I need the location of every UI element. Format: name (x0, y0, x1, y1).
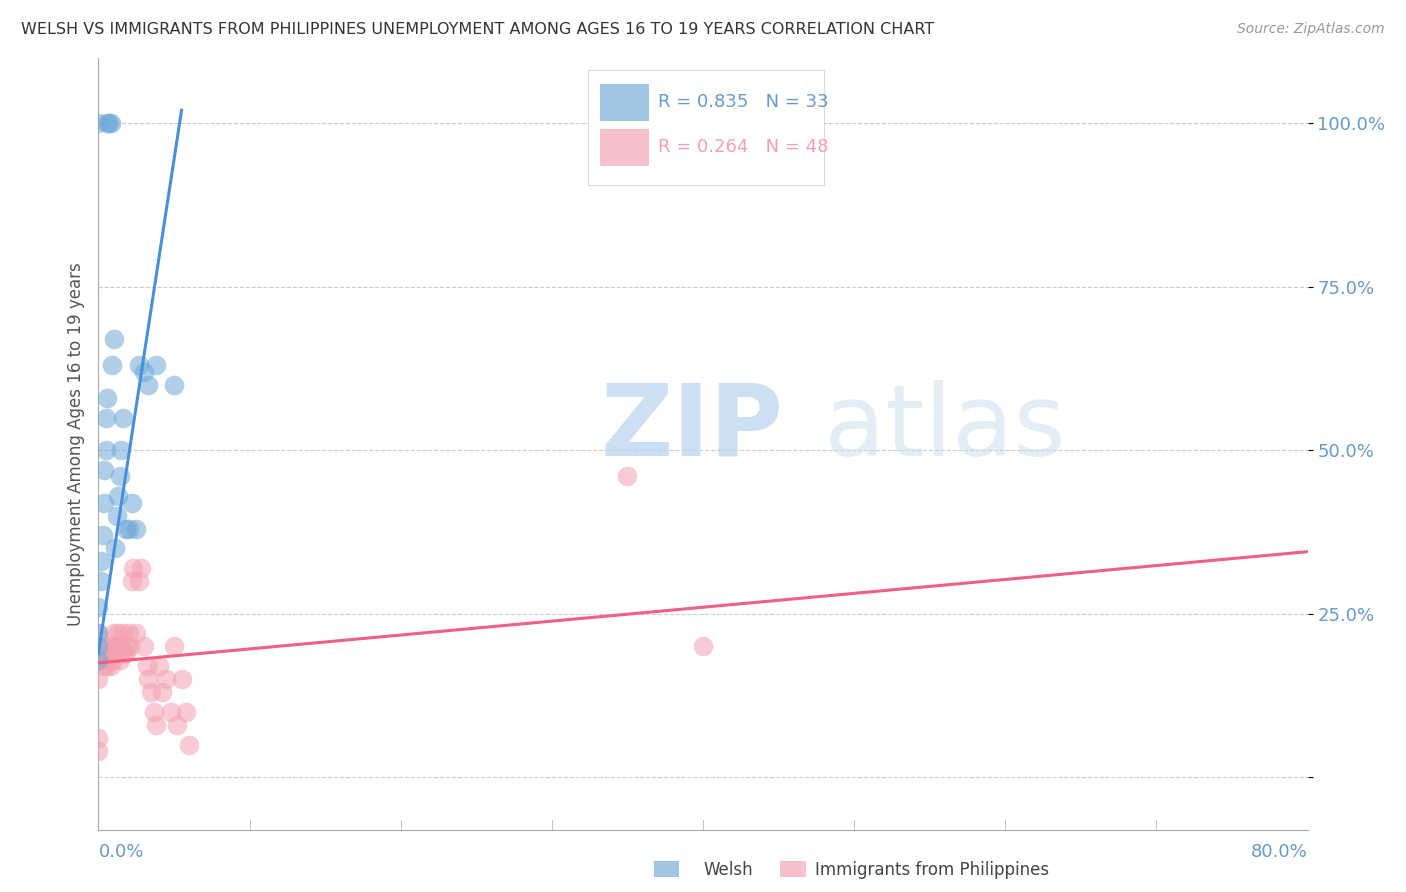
Point (128, 574, 150, 588)
Point (125, 626, 148, 640)
Point (111, 626, 134, 640)
Point (148, 659, 170, 673)
Point (145, 359, 167, 373)
Point (90, 652, 112, 666)
Point (136, 672, 159, 686)
Point (94, 646, 117, 660)
Point (100, 659, 122, 673)
Point (121, 574, 143, 588)
Text: 80.0%: 80.0% (1251, 843, 1308, 861)
FancyBboxPatch shape (600, 84, 648, 121)
Point (166, 718, 188, 732)
Point (94, 443, 117, 458)
Point (170, 672, 193, 686)
Point (110, 640, 132, 654)
Point (179, 738, 201, 752)
Point (98, 640, 121, 654)
Point (122, 561, 145, 575)
Point (90, 554, 112, 568)
Point (101, 652, 124, 666)
FancyBboxPatch shape (600, 129, 648, 166)
Point (87, 116, 110, 130)
FancyBboxPatch shape (588, 70, 824, 186)
Point (87, 626, 110, 640)
Point (87, 600, 110, 615)
Point (128, 359, 150, 373)
Point (87, 640, 110, 654)
Point (93, 659, 115, 673)
Point (104, 541, 127, 556)
Point (96, 391, 118, 405)
Point (108, 469, 131, 483)
Point (105, 508, 128, 523)
Point (174, 705, 197, 719)
Point (87, 731, 110, 745)
Point (103, 626, 125, 640)
Point (145, 718, 167, 732)
Point (87, 626, 110, 640)
Text: 0.0%: 0.0% (98, 843, 143, 861)
Text: Immigrants from Philippines: Immigrants from Philippines (815, 861, 1050, 879)
Point (616, 469, 638, 483)
Point (94, 410, 117, 425)
Point (98, 116, 121, 130)
Text: R = 0.264   N = 48: R = 0.264 N = 48 (658, 137, 828, 156)
Point (91, 528, 114, 542)
Point (163, 378, 186, 392)
Point (101, 359, 124, 373)
Point (129, 561, 152, 575)
Point (107, 626, 129, 640)
Point (135, 659, 157, 673)
Point (96, 659, 118, 673)
Point (110, 443, 132, 458)
Text: ZIP: ZIP (600, 380, 783, 477)
Point (87, 652, 110, 666)
Text: atlas: atlas (824, 380, 1066, 477)
Point (692, 640, 714, 654)
Point (115, 640, 138, 654)
Point (93, 463, 115, 477)
Point (114, 646, 136, 660)
Y-axis label: Unemployment Among Ages 16 to 19 years: Unemployment Among Ages 16 to 19 years (66, 262, 84, 625)
Point (90, 574, 112, 588)
Point (163, 640, 186, 654)
Point (107, 489, 129, 503)
Text: WELSH VS IMMIGRANTS FROM PHILIPPINES UNEMPLOYMENT AMONG AGES 16 TO 19 YEARS CORR: WELSH VS IMMIGRANTS FROM PHILIPPINES UNE… (21, 22, 935, 37)
Point (155, 672, 177, 686)
Text: Welsh: Welsh (703, 861, 752, 879)
Point (120, 640, 142, 654)
Point (111, 410, 134, 425)
Point (87, 744, 110, 758)
Point (114, 522, 136, 536)
Point (118, 626, 141, 640)
Point (132, 365, 155, 379)
Point (87, 672, 110, 686)
Point (91, 640, 114, 654)
Point (103, 640, 125, 654)
Point (103, 332, 125, 346)
Point (105, 640, 128, 654)
Point (96, 116, 118, 130)
Point (132, 640, 155, 654)
Text: R = 0.835   N = 33: R = 0.835 N = 33 (658, 93, 830, 111)
Point (93, 495, 115, 509)
Point (136, 378, 159, 392)
Point (125, 522, 148, 536)
Point (141, 685, 163, 699)
Text: Source: ZipAtlas.com: Source: ZipAtlas.com (1237, 22, 1385, 37)
Point (100, 116, 122, 130)
Point (160, 705, 183, 719)
Point (87, 652, 110, 666)
Point (150, 685, 173, 699)
Point (104, 646, 127, 660)
Point (118, 522, 141, 536)
Point (143, 705, 166, 719)
Point (121, 495, 143, 509)
Point (112, 646, 135, 660)
Point (108, 652, 131, 666)
